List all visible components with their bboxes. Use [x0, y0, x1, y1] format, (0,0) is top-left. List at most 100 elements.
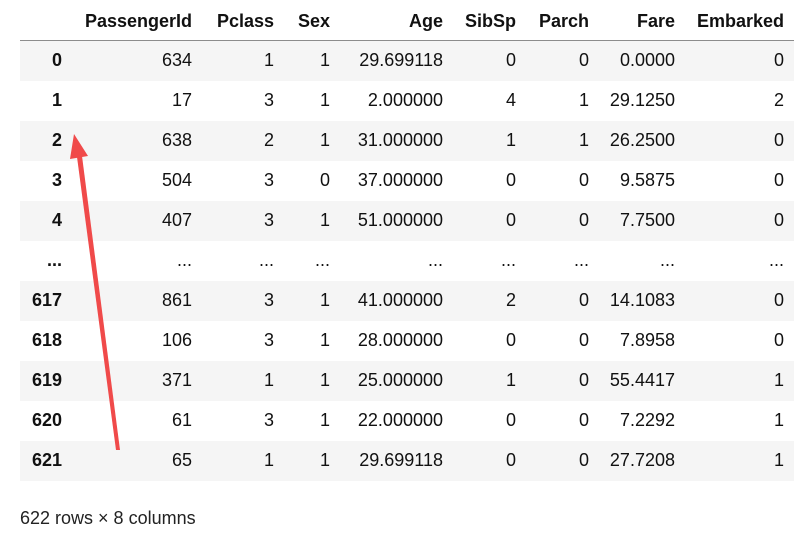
table-cell: 0 [773, 170, 784, 190]
row-index: 4 [51, 210, 62, 230]
table-row: 620 61 3 1 22.000000 0 0 7.2292 1 [20, 400, 794, 441]
table-cell: 0 [773, 130, 784, 150]
table-row: 621 65 1 1 29.699118 0 0 27.7208 1 [20, 440, 794, 481]
table-cell: 0 [578, 210, 589, 230]
table-cell: 22.000000 [357, 410, 443, 430]
table-cell: ... [176, 250, 192, 270]
table-cell: 0 [505, 450, 516, 470]
table-cell: 1 [319, 370, 330, 390]
table-cell: 26.2500 [609, 130, 675, 150]
table-cell: 51.000000 [357, 210, 443, 230]
table-cell: 3 [263, 410, 274, 430]
table-row: ........................... [20, 240, 794, 281]
table-cell: 3 [263, 170, 274, 190]
table-cell: 1 [319, 330, 330, 350]
table-cell: 1 [319, 130, 330, 150]
table-body: 0 634 1 1 29.699118 0 0 0.0000 0 1 17 3 1 2.000000 4 1 2… [20, 40, 794, 481]
row-index: ... [46, 250, 62, 270]
table-cell: ... [314, 250, 330, 270]
table-cell: 638 [161, 130, 192, 150]
table-cell: 41.000000 [357, 290, 443, 310]
table-cell: 1 [505, 130, 516, 150]
table-cell: 7.7500 [619, 210, 675, 230]
table-cell: 1 [263, 50, 274, 71]
table-cell: 2 [505, 290, 516, 310]
row-index: 1 [51, 90, 62, 110]
table-cell: 1 [773, 410, 784, 430]
table-cell: 2 [263, 130, 274, 150]
table-cell: 0 [505, 50, 516, 71]
table-cell: 634 [161, 50, 192, 71]
table-cell: 0 [505, 170, 516, 190]
index-header [20, 2, 72, 41]
table-cell: 65 [171, 450, 192, 470]
table-cell: 0 [578, 170, 589, 190]
table-cell: 28.000000 [357, 330, 443, 350]
table-cell: 9.5875 [619, 170, 675, 190]
table-cell: 7.8958 [619, 330, 675, 350]
table-cell: 0 [578, 410, 589, 430]
row-index: 619 [31, 370, 62, 390]
table-cell: 3 [263, 210, 274, 230]
table-cell: 1 [319, 410, 330, 430]
table-cell: 14.1083 [609, 290, 675, 310]
table-cell: 2 [773, 90, 784, 110]
table-cell: 0 [578, 450, 589, 470]
table-cell: 1 [319, 90, 330, 110]
table-cell: 0 [578, 370, 589, 390]
table-cell: 371 [161, 370, 192, 390]
table-row: 1 17 3 1 2.000000 4 1 29.1250 2 [20, 80, 794, 121]
header-row: PassengerId Pclass Sex Age SibSp Parch Fare Emb… [20, 2, 794, 41]
table-cell: 0.0000 [619, 50, 675, 71]
table-cell: 861 [161, 290, 192, 310]
table-cell: 0 [578, 50, 589, 71]
table-cell: 29.1250 [609, 90, 675, 110]
table-cell: 29.699118 [359, 450, 443, 470]
table-cell: 27.7208 [609, 450, 675, 470]
table-cell: ... [659, 250, 675, 270]
column-header: Parch [526, 2, 599, 41]
table-cell: 29.699118 [359, 50, 443, 71]
table-cell: 17 [171, 90, 192, 110]
table-cell: 0 [773, 330, 784, 350]
table-cell: 504 [161, 170, 192, 190]
table-cell: 37.000000 [357, 170, 443, 190]
table-cell: 1 [505, 370, 516, 390]
table-cell: 1 [319, 50, 330, 71]
table-row: 619 371 1 1 25.000000 1 0 55.4417 1 [20, 360, 794, 401]
table-cell: 1 [773, 450, 784, 470]
table-cell: ... [427, 250, 443, 270]
row-index: 2 [51, 130, 62, 150]
row-index: 618 [31, 330, 62, 350]
table-cell: 3 [263, 90, 274, 110]
table-cell: 407 [161, 210, 192, 230]
table-row: 618 106 3 1 28.000000 0 0 7.8958 0 [20, 320, 794, 361]
dataframe-table: PassengerId Pclass Sex Age SibSp Parch Fare Emb… [20, 2, 794, 481]
table-cell: 1 [319, 210, 330, 230]
table-cell: 0 [505, 410, 516, 430]
table-cell: 7.2292 [619, 410, 675, 430]
table-cell: 0 [773, 210, 784, 230]
table-cell: 0 [773, 50, 784, 71]
column-header: Age [340, 2, 453, 41]
table-header: PassengerId Pclass Sex Age SibSp Parch Fare Emb… [20, 2, 794, 41]
table-row: 617 861 3 1 41.000000 2 0 14.1083 0 [20, 280, 794, 321]
table-cell: 0 [505, 210, 516, 230]
table-cell: 0 [578, 290, 589, 310]
table-cell: 106 [161, 330, 192, 350]
table-row: 3 504 3 0 37.000000 0 0 9.5875 0 [20, 160, 794, 201]
row-index: 617 [31, 290, 62, 310]
row-index: 3 [51, 170, 62, 190]
table-cell: 0 [319, 170, 330, 190]
column-header: Sex [284, 2, 340, 41]
table-cell: 3 [263, 330, 274, 350]
table-row: 0 634 1 1 29.699118 0 0 0.0000 0 [20, 40, 794, 81]
column-header: Pclass [202, 2, 284, 41]
table-cell: 1 [319, 450, 330, 470]
column-header: Fare [599, 2, 685, 41]
table-row: 2 638 2 1 31.000000 1 1 26.2500 0 [20, 120, 794, 161]
table-cell: 1 [263, 370, 274, 390]
column-header: PassengerId [72, 2, 202, 41]
table-cell: 0 [578, 330, 589, 350]
row-index: 620 [31, 410, 62, 430]
